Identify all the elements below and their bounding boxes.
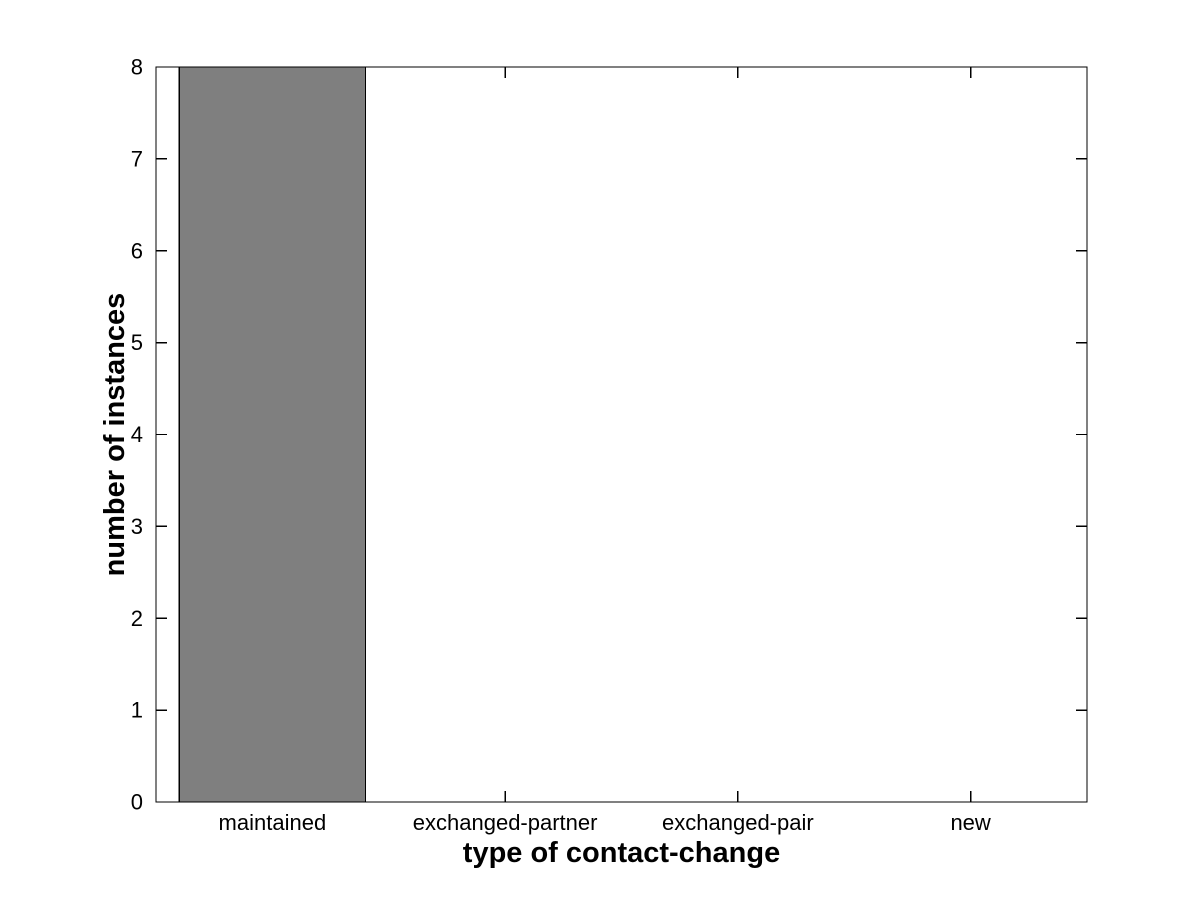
axes-box	[155, 66, 1088, 803]
y-tick-label: 4	[131, 422, 143, 447]
y-axis-label: number of instances	[99, 293, 131, 577]
y-tick-label: 1	[131, 698, 143, 723]
x-axis-label: type of contact-change	[463, 837, 780, 869]
x-tick-label: exchanged-partner	[413, 810, 598, 835]
y-tick-label: 3	[131, 514, 143, 539]
y-tick-label: 7	[131, 146, 143, 171]
y-tick-label: 6	[131, 238, 143, 263]
bar-maintained	[178, 66, 367, 803]
y-tick-label: 8	[131, 55, 143, 80]
x-tick-label: new	[950, 810, 990, 835]
x-tick-label: exchanged-pair	[662, 810, 814, 835]
y-tick-label: 2	[131, 606, 143, 631]
x-tick-label: maintained	[219, 810, 327, 835]
y-tick-label: 5	[131, 330, 143, 355]
y-tick-label: 0	[131, 790, 143, 815]
